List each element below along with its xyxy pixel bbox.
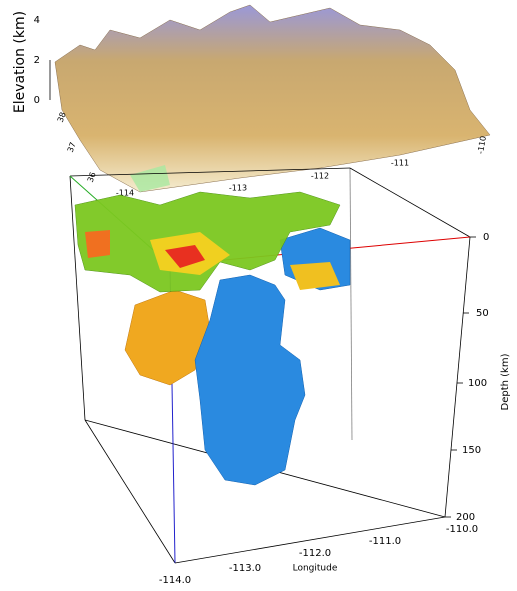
lon-tick: -112.0 — [299, 548, 331, 559]
lon-tick: -114.0 — [159, 575, 191, 586]
lon-tick-top: -112 — [311, 172, 329, 181]
lon-tick: -113.0 — [229, 563, 261, 574]
blue-body — [195, 275, 305, 485]
terrain-surface — [55, 5, 490, 192]
depth-axis — [445, 237, 476, 517]
figure: Elevation (km) 4 2 0 38 37 36 -114 -113 … — [0, 0, 517, 591]
lat-tick: 37 — [66, 141, 78, 154]
depth-tick: 150 — [462, 445, 481, 456]
depth-label: Depth (km) — [500, 353, 511, 410]
elev-tick: 2 — [34, 55, 40, 66]
lat-tick: 36 — [86, 171, 98, 184]
elev-tick: 4 — [34, 15, 40, 26]
longitude-label: Longitude — [293, 564, 338, 574]
depth-tick: 200 — [456, 512, 475, 523]
hot-patch — [85, 230, 110, 258]
elevation-label: Elevation (km) — [12, 11, 28, 113]
lon-tick-top: -110 — [476, 135, 488, 154]
depth-tick: 0 — [483, 232, 489, 243]
lon-tick: -111.0 — [369, 536, 401, 547]
elev-tick: 0 — [34, 95, 40, 106]
depth-tick: 100 — [468, 378, 487, 389]
lon-tick-top: -111 — [391, 159, 409, 168]
lon-tick-top: -113 — [229, 184, 247, 193]
lon-tick: -110.0 — [446, 524, 478, 535]
depth-tick: 50 — [476, 308, 489, 319]
